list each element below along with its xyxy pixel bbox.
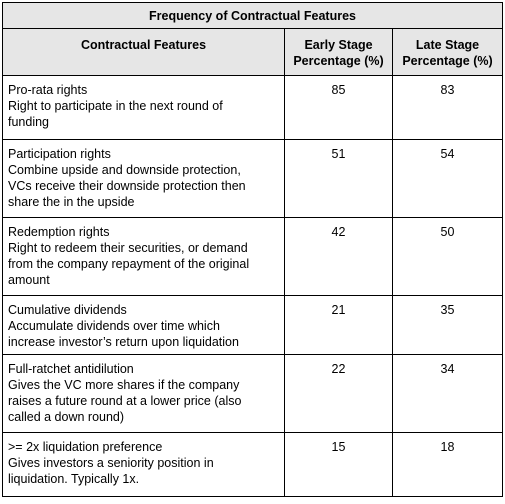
feature-description-line: amount [8,273,50,287]
feature-name: Cumulative dividends [8,303,127,317]
feature-description-line: from the company repayment of the origin… [8,257,250,271]
header-late-line1: Late Stage [415,38,480,52]
late-stage-value: 50 [392,217,503,296]
late-stage-value: 54 [392,139,503,218]
late-stage-value: 35 [392,295,503,355]
table-row: Cumulative dividends Accumulate dividends… [2,295,503,355]
contractual-features-table: Frequency of Contractual Features Contra… [2,2,503,497]
header-feature-label: Contractual Features [80,38,207,52]
feature-cell: Cumulative dividends Accumulate dividends… [2,295,285,355]
feature-description-line: called a down round) [8,410,125,424]
table-row: Pro-rata rights Right to participate in t… [2,75,503,140]
feature-cell: Pro-rata rights Right to participate in t… [2,75,285,140]
feature-description-line: Gives the VC more shares if the company [8,378,240,392]
feature-description-line: share the in the upside [8,195,135,209]
feature-description-line: funding [8,115,50,129]
header-contractual-features: Contractual Features [2,28,285,76]
late-stage-value: 18 [392,432,503,497]
feature-name: Participation rights [8,147,111,161]
early-stage-value: 15 [284,432,393,497]
late-stage-value: 83 [392,75,503,140]
header-early-line2: Percentage (%) [293,54,384,68]
feature-cell: Full-ratchet antidilution Gives the VC mo… [2,354,285,433]
table-row: >= 2x liquidation preference Gives invest… [2,432,503,497]
title-row: Frequency of Contractual Features [2,2,503,29]
feature-cell: >= 2x liquidation preference Gives invest… [2,432,285,497]
feature-description-line: liquidation. Typically 1x. [8,472,140,486]
feature-description-line: VCs receive their downside protection th… [8,179,246,193]
feature-cell: Redemption rights Right to redeem their s… [2,217,285,296]
feature-name: Full-ratchet antidilution [8,362,134,376]
feature-cell: Participation rights Combine upside and d… [2,139,285,218]
feature-description-line: Gives investors a seniority position in [8,456,214,470]
header-late-stage: Late Stage Percentage (%) [392,28,503,76]
late-stage-value: 34 [392,354,503,433]
table-title: Frequency of Contractual Features [2,2,503,29]
feature-description-line: raises a future round at a lower price (… [8,394,242,408]
early-stage-value: 22 [284,354,393,433]
header-row: Contractual Features Early Stage Percent… [2,28,503,76]
early-stage-value: 21 [284,295,393,355]
feature-name: Redemption rights [8,225,110,239]
feature-description-line: Combine upside and downside protection, [8,163,241,177]
feature-description-line: Right to participate in the next round o… [8,99,223,113]
feature-description-line: Right to redeem their securities, or dem… [8,241,248,255]
early-stage-value: 85 [284,75,393,140]
table-row: Redemption rights Right to redeem their s… [2,217,503,296]
feature-name: Pro-rata rights [8,83,88,97]
feature-description-line: increase investor’s return upon liquidat… [8,335,239,349]
table-row: Full-ratchet antidilution Gives the VC mo… [2,354,503,433]
table-body: Pro-rata rights Right to participate in t… [2,75,503,497]
feature-name: >= 2x liquidation preference [8,440,163,454]
header-early-stage: Early Stage Percentage (%) [284,28,393,76]
header-early-line1: Early Stage [304,38,373,52]
feature-description-line: Accumulate dividends over time which [8,319,220,333]
early-stage-value: 51 [284,139,393,218]
header-late-line2: Percentage (%) [402,54,493,68]
table-row: Participation rights Combine upside and d… [2,139,503,218]
early-stage-value: 42 [284,217,393,296]
